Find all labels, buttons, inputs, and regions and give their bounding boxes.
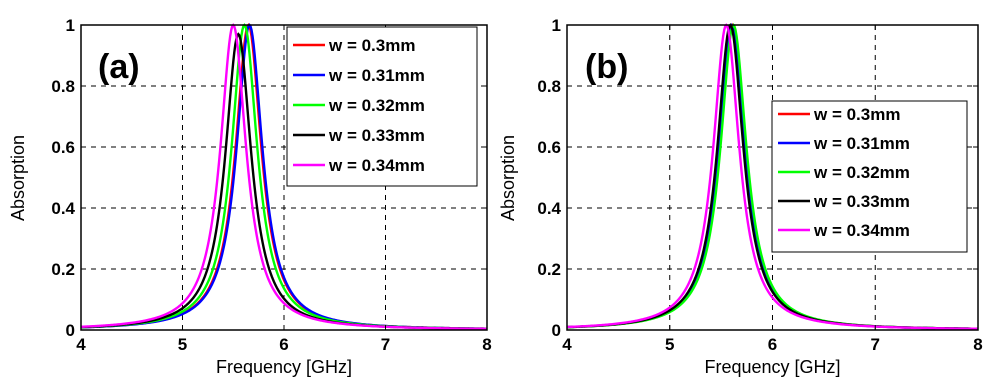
- x-tick-label: 5: [178, 335, 187, 354]
- legend-box: [286, 26, 478, 187]
- y-axis-label: Absorption: [498, 135, 518, 221]
- y-tick-label: 0.6: [537, 138, 561, 157]
- panel-label: (b): [585, 48, 628, 86]
- series-line-5: [81, 23, 487, 330]
- legend-entry-1: w = 0.3mm: [813, 105, 900, 124]
- legend: w = 0.3mm w = 0.31mm w = 0.32mm w = 0.33mm w…: [771, 100, 968, 253]
- series-lines: [567, 23, 978, 330]
- x-tick-label: 4: [76, 335, 86, 354]
- legend-entry-2: w = 0.31mm: [328, 66, 425, 85]
- y-axis-label: Absorption: [8, 135, 28, 221]
- legend-box: [771, 100, 968, 253]
- legend-entry-5: w = 0.34mm: [813, 221, 910, 240]
- x-tick-label: 4: [562, 335, 572, 354]
- x-tick-label: 8: [482, 335, 491, 354]
- y-tick-label: 0.6: [51, 138, 75, 157]
- y-tick-label: 0: [66, 321, 75, 340]
- x-tick-label: 8: [973, 335, 982, 354]
- legend-entry-3: w = 0.32mm: [813, 163, 910, 182]
- x-axis-label: Frequency [GHz]: [216, 357, 352, 377]
- legend-entry-2: w = 0.31mm: [813, 134, 910, 153]
- y-tick-label: 0.2: [51, 260, 75, 279]
- y-tick-label: 0.8: [537, 77, 561, 96]
- y-tick-label: 0.4: [51, 199, 75, 218]
- y-tick-label: 1: [66, 16, 75, 35]
- x-tick-label: 7: [381, 335, 390, 354]
- series-line-5: [567, 23, 978, 330]
- legend-entry-5: w = 0.34mm: [328, 156, 425, 175]
- panel-label: (a): [98, 48, 140, 86]
- x-tick-label: 7: [871, 335, 880, 354]
- chart-panel-b: 4 5 6 7 8 0 0.2 0.4 0.6 0.8 1 Frequency [GHz] Absorp…: [498, 16, 983, 377]
- x-axis-label: Frequency [GHz]: [704, 357, 840, 377]
- y-tick-label: 0.2: [537, 260, 561, 279]
- y-tick-label: 0.4: [537, 199, 561, 218]
- legend-entry-1: w = 0.3mm: [328, 36, 415, 55]
- legend: w = 0.3mm w = 0.31mm w = 0.32mm w = 0.33mm w…: [286, 26, 478, 187]
- chart-panel-a: 4 5 6 7 8 0 0.2 0.4 0.6 0.8 1 Frequency [GHz] Absorp…: [8, 16, 492, 377]
- x-tick-label: 6: [768, 335, 777, 354]
- y-tick-label: 0.8: [51, 77, 75, 96]
- series-lines: [81, 23, 487, 330]
- legend-entry-4: w = 0.33mm: [813, 192, 910, 211]
- legend-entry-3: w = 0.32mm: [328, 96, 425, 115]
- legend-entry-4: w = 0.33mm: [328, 126, 425, 145]
- y-tick-label: 0: [552, 321, 561, 340]
- y-tick-label: 1: [552, 16, 561, 35]
- x-tick-label: 6: [279, 335, 288, 354]
- x-tick-label: 5: [665, 335, 674, 354]
